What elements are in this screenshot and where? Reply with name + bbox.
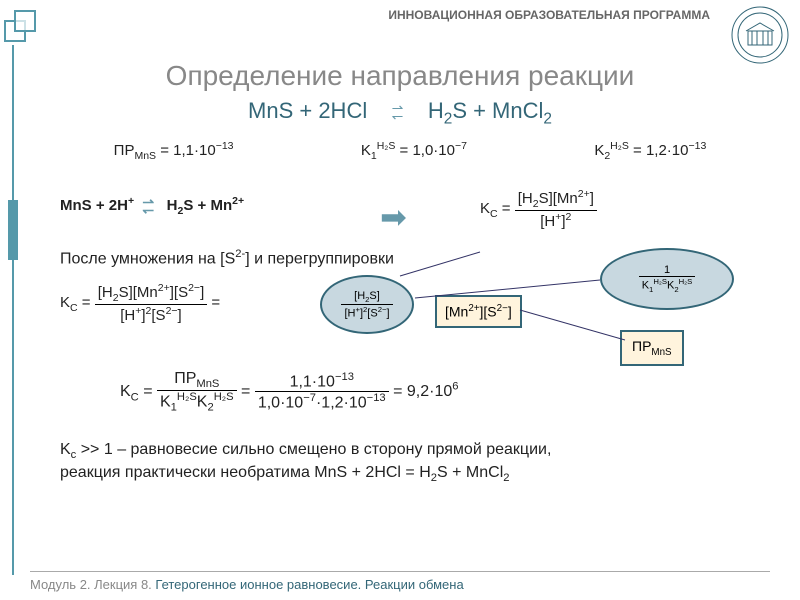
factor-box-pr: ПРMnS: [620, 330, 684, 366]
university-logo: [730, 5, 790, 65]
kc-final-calculation: KC = ПРMnSK1H₂SK2H₂S = 1,1·10−131,0·10−7…: [120, 370, 459, 414]
factor-box-mn-s: [Mn2+][S2−]: [435, 295, 522, 328]
after-multiplication-text: После умножения на [S2-] и перегруппиров…: [60, 248, 394, 268]
equilibrium-arrow: ⇀↽: [392, 104, 404, 121]
constant-K1: K1H₂S = 1,0·10−7: [361, 140, 467, 162]
conclusion-line-2: реакция практически необратима MnS + 2HC…: [60, 463, 760, 486]
conclusion: Kc >> 1 – равновесие сильно смещено в ст…: [60, 440, 760, 486]
footer-divider: [30, 571, 770, 572]
equilibrium-arrow: ⇀↽: [142, 198, 154, 215]
deco-rect: [8, 200, 18, 260]
constant-K2: K2H₂S = 1,2·10−13: [594, 140, 706, 162]
footer-text: Модуль 2. Лекция 8. Гетерогенное ионное …: [30, 577, 464, 592]
kc-definition: KC = [H2S][Mn2+][H+]2: [480, 188, 597, 230]
header-text: ИННОВАЦИОННАЯ ОБРАЗОВАТЕЛЬНАЯ ПРОГРАММА: [388, 8, 710, 22]
main-equation: MnS + 2HCl ⇀↽ H2S + MnCl2: [0, 98, 800, 128]
ionic-equation: MnS + 2H+ ⇀↽ H2S + Mn2+: [60, 195, 244, 217]
constant-PR: ПРMnS = 1,1·10−13: [114, 140, 234, 162]
conclusion-line-1: Kc >> 1 – равновесие сильно смещено в ст…: [60, 440, 760, 463]
constants-row: ПРMnS = 1,1·10−13 K1H₂S = 1,0·10−7 K2H₂S…: [50, 140, 770, 162]
factor-oval-h2s: [H2S][H+]2[S2−]: [320, 275, 414, 334]
arrow-right-icon: ➡: [380, 198, 407, 236]
deco-square: [14, 10, 36, 32]
factor-oval-inverse-k: 1K1H₂SK2H₂S: [600, 248, 734, 310]
slide-title: Определение направления реакции: [0, 60, 800, 92]
kc-expanded: KC = [H2S][Mn2+][S2−][H+]2[S2−] =: [60, 282, 220, 324]
